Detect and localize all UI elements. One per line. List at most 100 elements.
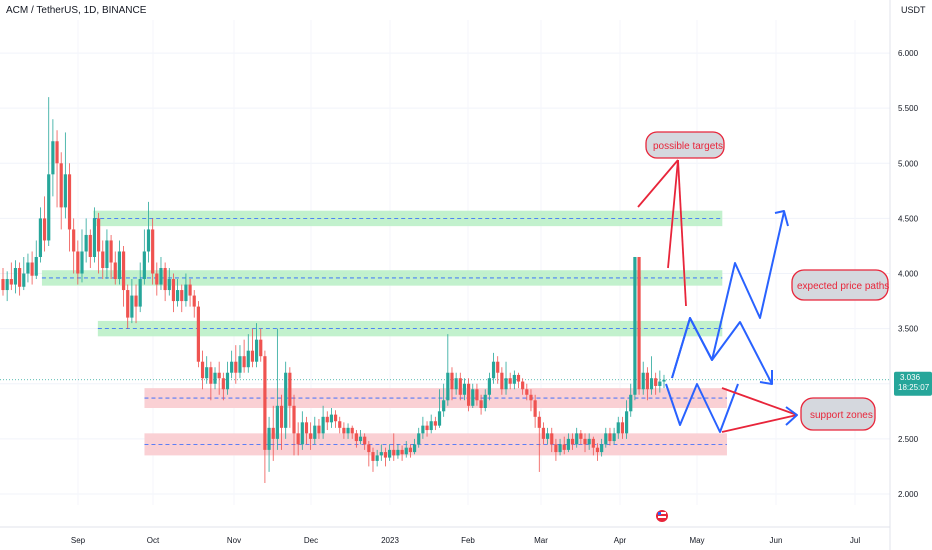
candle-body [429,421,433,431]
last-price-countdown: 18:25:07 [898,383,930,392]
candle-body [184,284,188,302]
candle [608,427,612,446]
candle-body [196,306,200,362]
candle-body [404,447,408,455]
candle [304,416,309,445]
candle-body [188,284,192,296]
candle-body [583,438,587,445]
candle-body [217,372,221,379]
candle [309,422,313,450]
candle-body [587,438,591,445]
candle-body [97,218,101,252]
candle-body [159,268,163,285]
candle-body [296,433,300,445]
candle-body [346,427,350,434]
candle-body [325,416,329,423]
candle-body [496,361,500,373]
candle [333,410,338,428]
candle [579,430,583,445]
candle-body [288,372,292,406]
candle-body [600,444,604,453]
candle [92,207,97,263]
x-tick-label: Jul [850,536,860,545]
candle-body [608,433,612,442]
candle-body [408,447,413,453]
candle [658,370,662,393]
candle-body [545,433,550,439]
candle-body [375,455,379,461]
candle [587,433,591,450]
candle [263,350,267,483]
candle [271,405,275,461]
candle-body [354,433,358,442]
candle-body [654,378,658,386]
candle-body [221,378,225,390]
x-axis: Sep Oct Nov Dec 2023 Feb Mar Apr May Jun Jul [0,526,890,545]
candle [645,367,649,401]
candle [105,229,109,280]
candle-body [267,427,271,450]
candle-body [126,290,130,318]
candle [633,256,637,401]
candle [313,416,317,445]
candle-body [379,452,383,456]
candle-body [558,444,562,453]
support-arrow-1 [721,387,798,416]
resistance-zone [93,210,723,227]
candle-body [113,262,117,280]
candle-body [142,251,146,280]
candle-body [396,449,400,456]
candle-body [176,290,180,302]
candle [13,260,18,294]
candle [51,119,55,197]
candle-body [317,425,321,434]
candle [612,427,616,445]
candle [317,419,321,439]
candle [462,378,467,401]
candle-body [121,251,126,291]
candle-body [446,372,450,401]
candle [22,256,26,291]
candle [404,441,408,458]
candle [396,444,400,459]
x-tick-label: 2023 [381,536,399,545]
candle [383,447,388,467]
x-tick-label: Dec [304,536,318,545]
path-up-short [671,317,773,385]
candle [421,416,425,439]
candle [188,279,192,307]
candle [342,422,346,439]
candle [388,444,392,461]
candle [192,290,196,318]
candle-body [271,427,275,439]
candle [479,394,483,415]
candle [583,433,587,453]
candle-body [508,378,512,384]
candle-body [521,381,525,390]
candle-body [595,447,600,453]
candle-body [604,433,608,445]
support-callout: support zones [800,397,876,431]
candle-body [117,251,122,280]
y-tick-label: 2.000 [898,490,919,499]
candle [254,323,259,368]
candle [250,328,255,368]
candle [566,433,570,453]
candle-body [529,394,533,401]
y-tick-label: 3.500 [898,325,919,334]
candle-body [442,400,446,412]
candle-body [171,279,176,302]
candle [84,218,88,263]
candle [354,430,358,448]
candle [379,444,383,461]
candle [67,163,72,252]
candle-body [13,268,18,285]
candle-body [234,361,238,373]
x-tick-label: May [689,536,704,545]
candle-body [55,141,59,164]
candle [34,240,38,280]
candle [209,361,213,401]
target-arrow-2 [667,159,679,269]
candle [55,130,59,208]
